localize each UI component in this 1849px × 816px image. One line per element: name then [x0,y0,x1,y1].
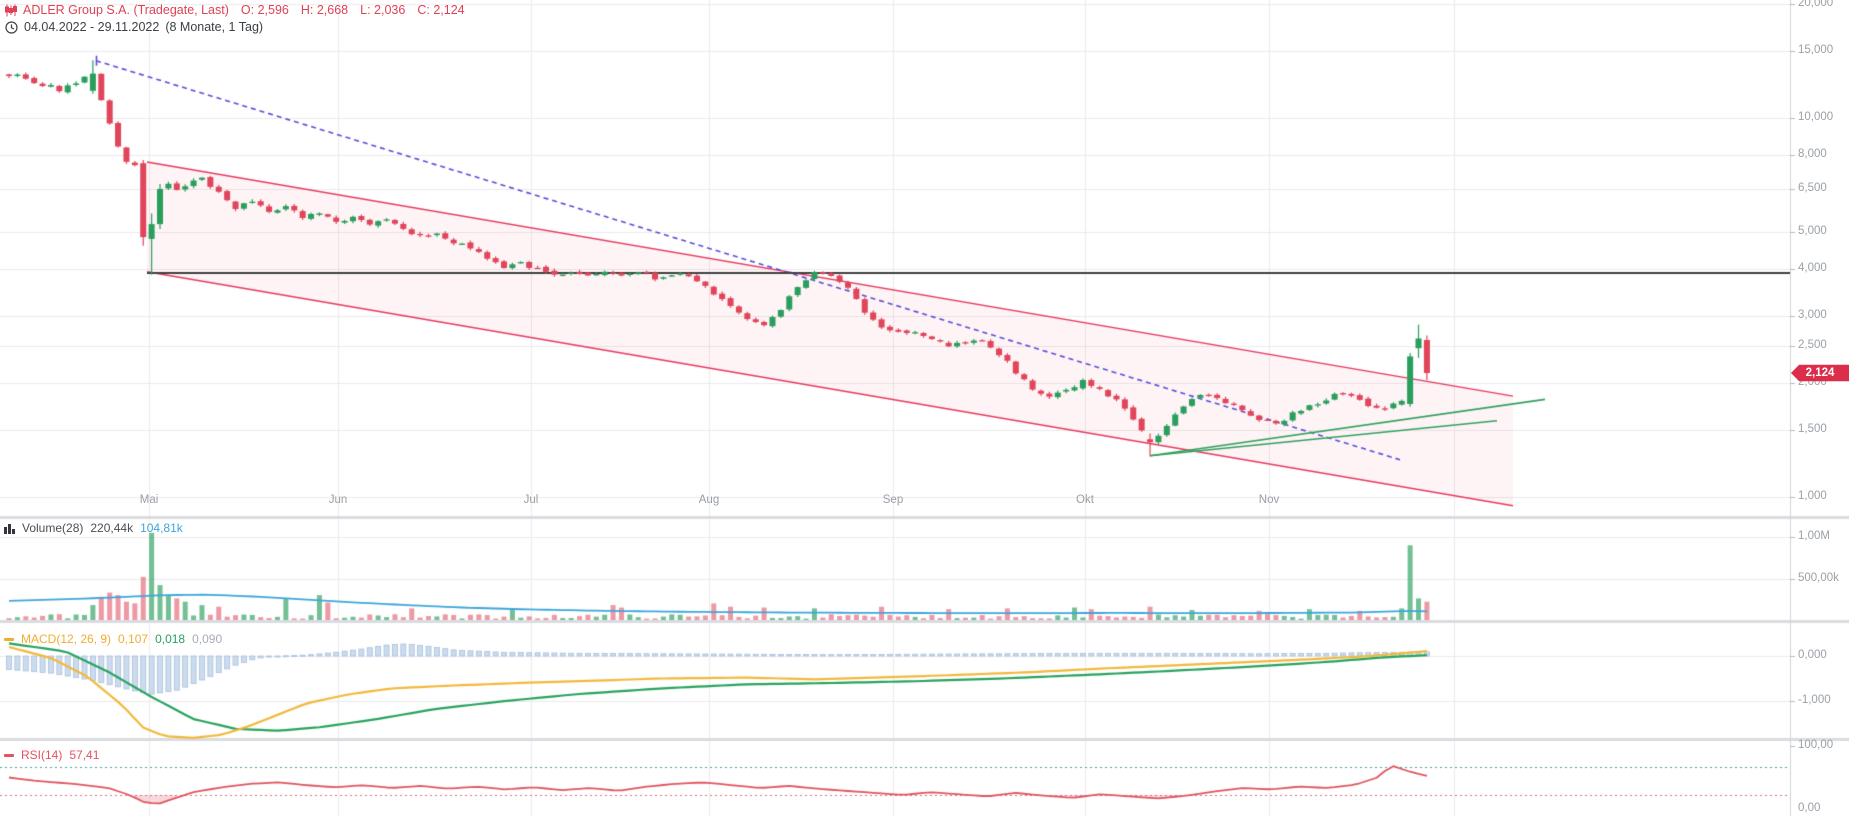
macd-legend: MACD(12, 26, 9) 0,107 0,018 0,090 [4,632,222,646]
last-price-tag[interactable]: 2,124 [1791,364,1849,382]
macd-axis-tick-label: -1,000 [1798,694,1831,706]
price-axis-tick-label: 1,500 [1798,423,1827,436]
volume-axis-tick-label: 1,00M [1798,530,1830,542]
price-axis-tick-label: 5,000 [1798,225,1827,238]
price-axis-tick-label: 15,000 [1798,44,1834,57]
macd-indicator-name[interactable]: MACD(12, 26, 9) [21,632,112,646]
close-label: C: 2,124 [417,3,465,17]
macd-line-icon [4,637,14,641]
rsi-line-icon [4,753,14,757]
volume-icon [4,523,15,534]
period-label: (8 Monate, 1 Tag) [165,20,264,34]
volume-current-value: 220,44k [90,521,134,535]
rsi-axis-tick-label: 0,00 [1798,802,1821,814]
candlestick-icon [5,4,17,17]
x-axis-month-label: Mai [139,494,159,506]
open-label: O: 2,596 [240,3,289,17]
price-axis-tick-label: 20,000 [1798,0,1834,9]
chart-header: ADLER Group S.A. (Tradegate, Last) O: 2,… [5,2,465,18]
price-axis-tick-label: 3,000 [1798,309,1827,322]
instrument-title[interactable]: ADLER Group S.A. (Tradegate, Last) [23,3,229,17]
rsi-axis-tick-label: 100,00 [1798,739,1834,751]
price-axis-tick-label: 8,000 [1798,147,1827,160]
volume-axis-tick-label: 500,00k [1798,571,1839,584]
x-axis-month-label: Nov [1258,494,1280,506]
x-axis-month-label: Okt [1076,494,1094,506]
price-axis-tick-label: 4,000 [1798,261,1827,274]
low-label: L: 2,036 [360,3,406,17]
price-axis-tick-label: 1,000 [1798,490,1827,502]
x-axis-month-label: Sep [882,494,904,506]
price-axis-tick-label: 6,500 [1798,181,1827,194]
volume-ma-value: 104,81k [140,521,183,535]
rsi-indicator-name[interactable]: RSI(14) [21,748,63,762]
macd-hist-value: 0,090 [192,632,223,646]
price-axis-tick-label: 10,000 [1798,111,1834,124]
macd-axis-tick-label: 0,000 [1798,649,1827,661]
macd-value: 0,107 [118,632,149,646]
volume-indicator-name[interactable]: Volume(28) [22,521,84,535]
rsi-legend: RSI(14) 57,41 [4,748,99,762]
volume-legend: Volume(28) 220,44k 104,81k [4,521,183,535]
clock-icon [5,20,18,34]
macd-signal-value: 0,018 [155,632,186,646]
price-axis-tick-label: 2,500 [1798,339,1827,352]
x-axis-month-label: Jun [328,494,348,506]
x-axis-month-label: Aug [698,494,720,506]
date-range-row: 04.04.2022 - 29.11.2022 (8 Monate, 1 Tag… [5,19,263,35]
date-range[interactable]: 04.04.2022 - 29.11.2022 [24,20,160,34]
rsi-value: 57,41 [69,748,100,762]
x-axis-month-label: Jul [523,494,539,506]
high-label: H: 2,668 [300,3,349,17]
